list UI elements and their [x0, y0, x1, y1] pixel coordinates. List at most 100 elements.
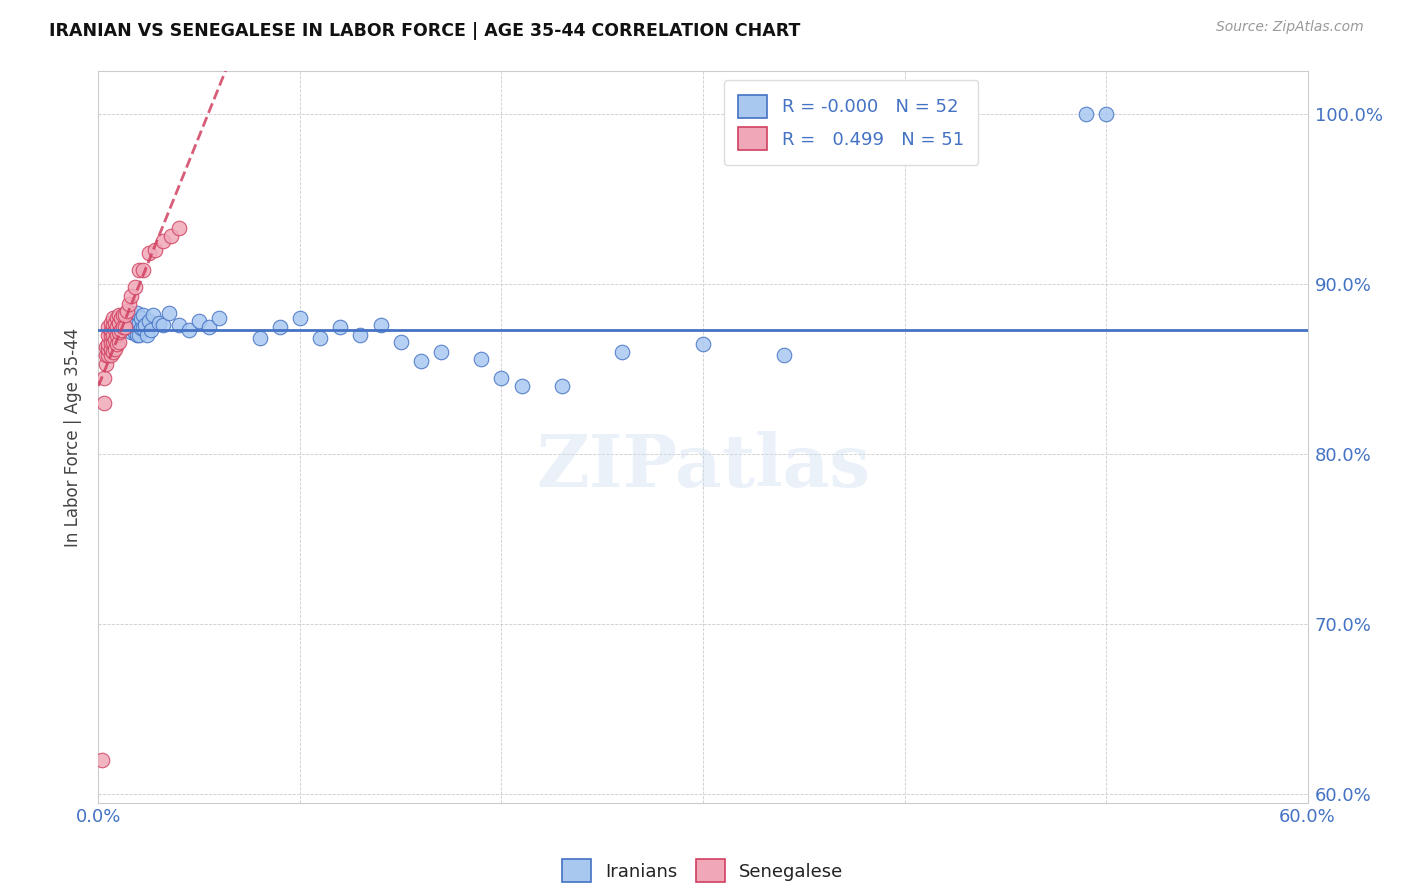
Point: [772, 348, 794, 362]
Point: [142, 308, 165, 322]
Point: [118, 310, 141, 324]
Point: [103, 316, 125, 330]
Point: [115, 304, 138, 318]
Point: [249, 331, 271, 345]
Point: [329, 319, 352, 334]
Legend: Iranians, Senegalese: Iranians, Senegalese: [555, 852, 851, 889]
Point: [96, 340, 118, 354]
Point: [100, 334, 122, 349]
Point: [91, 753, 114, 767]
Point: [167, 318, 190, 332]
Point: [118, 297, 141, 311]
Point: [120, 325, 142, 339]
Point: [138, 246, 160, 260]
Point: [120, 306, 142, 320]
Point: [349, 328, 371, 343]
Point: [128, 328, 150, 343]
Point: [124, 280, 146, 294]
Point: [103, 323, 125, 337]
Point: [612, 345, 634, 359]
Point: [128, 263, 150, 277]
Y-axis label: In Labor Force | Age 35-44: In Labor Force | Age 35-44: [65, 327, 83, 547]
Point: [115, 314, 138, 328]
Point: [139, 323, 162, 337]
Point: [118, 319, 141, 334]
Point: [129, 321, 152, 335]
Point: [148, 316, 170, 330]
Text: IRANIAN VS SENEGALESE IN LABOR FORCE | AGE 35-44 CORRELATION CHART: IRANIAN VS SENEGALESE IN LABOR FORCE | A…: [49, 22, 800, 40]
Point: [160, 229, 183, 244]
Point: [96, 357, 118, 371]
Point: [198, 319, 221, 334]
Point: [269, 319, 291, 334]
Point: [114, 308, 136, 322]
Point: [124, 326, 146, 341]
Point: [132, 263, 155, 277]
Point: [110, 311, 132, 326]
Point: [128, 316, 150, 330]
Point: [1095, 107, 1118, 121]
Point: [111, 308, 134, 322]
Point: [105, 328, 128, 343]
Point: [110, 323, 132, 337]
Point: [129, 311, 152, 326]
Point: [125, 306, 148, 320]
Point: [101, 345, 124, 359]
Point: [208, 311, 231, 326]
Point: [100, 328, 122, 343]
Point: [114, 319, 136, 334]
Point: [1074, 107, 1097, 121]
Point: [100, 348, 122, 362]
Point: [105, 311, 128, 326]
Point: [107, 325, 129, 339]
Point: [157, 306, 180, 320]
Point: [111, 319, 134, 334]
Point: [101, 328, 124, 343]
Point: [179, 323, 201, 337]
Point: [97, 348, 120, 362]
Point: [97, 342, 120, 356]
Point: [288, 311, 311, 326]
Point: [97, 319, 120, 334]
Point: [101, 311, 124, 326]
Point: [409, 353, 432, 368]
Text: Source: ZipAtlas.com: Source: ZipAtlas.com: [1216, 20, 1364, 34]
Point: [107, 308, 129, 322]
Point: [103, 333, 125, 347]
Point: [101, 318, 124, 332]
Point: [105, 319, 128, 334]
Point: [120, 289, 142, 303]
Point: [111, 308, 134, 322]
Point: [132, 308, 155, 322]
Point: [97, 328, 120, 343]
Point: [93, 396, 115, 410]
Point: [124, 318, 146, 332]
Point: [107, 314, 129, 328]
Point: [152, 235, 174, 249]
Point: [107, 334, 129, 349]
Point: [167, 220, 190, 235]
Point: [114, 319, 136, 334]
Point: [309, 331, 332, 345]
Point: [134, 318, 156, 332]
Point: [551, 379, 574, 393]
Point: [491, 370, 513, 384]
Point: [138, 314, 160, 328]
Point: [188, 314, 211, 328]
Point: [100, 342, 122, 356]
Point: [97, 336, 120, 351]
Point: [100, 323, 122, 337]
Point: [510, 379, 533, 393]
Point: [103, 328, 125, 343]
Point: [93, 370, 115, 384]
Point: [107, 316, 129, 330]
Point: [103, 342, 125, 356]
Point: [370, 318, 392, 332]
Point: [389, 334, 412, 349]
Point: [152, 318, 174, 332]
Point: [135, 328, 157, 343]
Point: [96, 348, 118, 362]
Point: [121, 311, 143, 326]
Point: [143, 243, 166, 257]
Text: ZIPatlas: ZIPatlas: [536, 431, 870, 502]
